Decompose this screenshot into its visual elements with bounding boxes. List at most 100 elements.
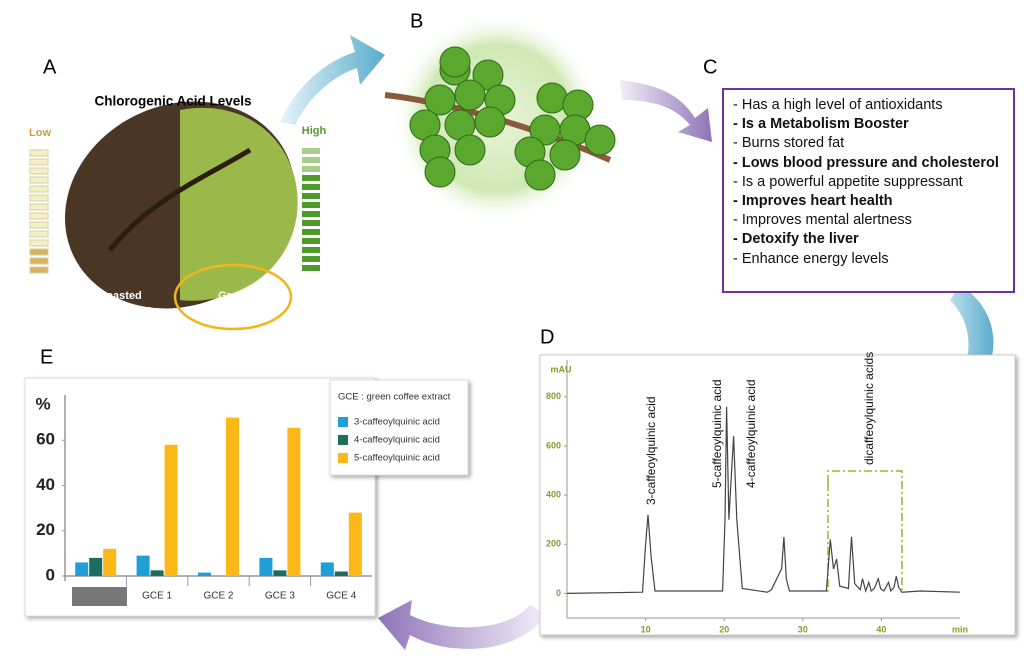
list-item: - Improves heart health: [733, 193, 893, 210]
level-bar: [302, 157, 320, 163]
level-bar: [29, 176, 49, 184]
berry: [424, 156, 456, 188]
level-bar: [302, 229, 320, 235]
panel-label: B: [410, 10, 423, 32]
y-axis-label: %: [35, 394, 50, 413]
bar: [198, 572, 211, 576]
peak-label: dicaffeoylquinic acids: [862, 352, 876, 465]
bar: [287, 427, 301, 576]
bracket: [827, 470, 903, 592]
berry: [454, 79, 486, 111]
chromatogram-frame: [539, 354, 1016, 636]
level-bar: [29, 239, 49, 247]
arrow: [280, 35, 385, 125]
y-tick-label: 200: [546, 539, 561, 549]
roasted-label: Roasted: [98, 290, 141, 302]
green-bean: [180, 107, 298, 301]
level-bar: [29, 203, 49, 211]
level-bar: [29, 167, 49, 175]
bar: [103, 548, 117, 576]
x-tick-label: GCE 2: [203, 591, 233, 602]
y-tick-label: 60: [36, 430, 55, 449]
legend-label: 5-caffeoylquinic acid: [354, 453, 440, 464]
x-tick-label: 20: [719, 624, 729, 634]
level-bar: [302, 148, 320, 154]
list-item: - Has a high level of antioxidants: [733, 97, 943, 113]
bar: [226, 417, 239, 576]
x-tick-label: 10: [641, 624, 651, 634]
bar: [273, 570, 287, 576]
legend-box: [329, 379, 469, 476]
level-bar: [29, 248, 49, 256]
level-bar: [302, 166, 320, 172]
list-item: - Improves mental alertness: [733, 212, 912, 229]
list-item: - Burns stored fat: [733, 135, 845, 152]
green-label: Green: [218, 290, 250, 302]
level-bar: [302, 193, 320, 199]
label-cover: [72, 587, 127, 606]
peak-label: 5-caffeoylquinic acid: [710, 379, 724, 488]
level-bar: [302, 256, 320, 262]
berry: [524, 159, 556, 191]
highlight-ring: [173, 263, 293, 331]
level-bar: [29, 185, 49, 193]
bar-chart-frame: [24, 377, 376, 617]
y-tick-label: 400: [546, 490, 561, 500]
x-tick-label: GCE 1: [142, 591, 172, 602]
level-bar: [29, 212, 49, 220]
level-bar: [29, 149, 49, 157]
bar: [334, 571, 348, 576]
legend-swatch: [338, 435, 348, 445]
green-label: Coffee Bean: [202, 304, 266, 316]
roasted-label: Coffee Bean: [88, 304, 152, 316]
legend-swatch: [338, 453, 348, 463]
y-tick-label: 20: [36, 520, 55, 539]
berry: [584, 124, 616, 156]
bar: [136, 555, 150, 576]
bar: [348, 512, 362, 576]
x-tick-label: GCE 3: [265, 591, 295, 602]
peak-label: 4-caffeoylquinic acid: [744, 379, 758, 488]
level-bar: [302, 202, 320, 208]
berry: [536, 82, 568, 114]
panel-label: E: [40, 346, 53, 368]
list-item: - Enhance energy levels: [733, 250, 889, 267]
arrow: [378, 600, 545, 650]
level-bar: [302, 265, 320, 271]
list-item: - Is a Metabolism Booster: [733, 116, 909, 133]
berry: [439, 46, 471, 78]
list-item: - Detoxify the liver: [733, 231, 859, 248]
level-bar: [29, 230, 49, 238]
x-axis-label: min: [952, 624, 968, 634]
arrow: [932, 285, 994, 420]
y-tick-label: 0: [46, 565, 55, 584]
level-bar: [29, 257, 49, 265]
berry: [549, 139, 581, 171]
bar: [89, 557, 103, 576]
y-tick-label: 800: [546, 391, 561, 401]
panel-label: C: [703, 56, 717, 78]
benefits-list: - Has a high level of antioxidants - Is a…: [722, 88, 1015, 293]
panel-label: D: [540, 326, 554, 348]
list-item: - Is a powerful appetite suppressant: [733, 173, 963, 190]
bar: [150, 570, 164, 576]
y-axis-label: mAU: [550, 364, 571, 374]
chromatogram-trace: [566, 406, 961, 594]
list-item: - Lows blood pressure and cholesterol: [733, 154, 999, 171]
berry: [474, 106, 506, 138]
high-label: High: [302, 125, 327, 137]
legend-title: GCE : green coffee extract: [338, 392, 451, 403]
y-tick-label: 600: [546, 440, 561, 450]
level-bar: [302, 247, 320, 253]
x-tick-label: GCE 4: [326, 591, 356, 602]
berry: [472, 59, 504, 91]
panel-label: A: [43, 56, 57, 78]
berry: [454, 134, 486, 166]
x-tick-label: 30: [798, 624, 808, 634]
y-tick-label: 40: [36, 475, 55, 494]
level-bar: [302, 220, 320, 226]
legend-label: 4-caffeoylquinic acid: [354, 435, 440, 446]
level-bar: [29, 221, 49, 229]
low-label: Low: [29, 127, 51, 139]
